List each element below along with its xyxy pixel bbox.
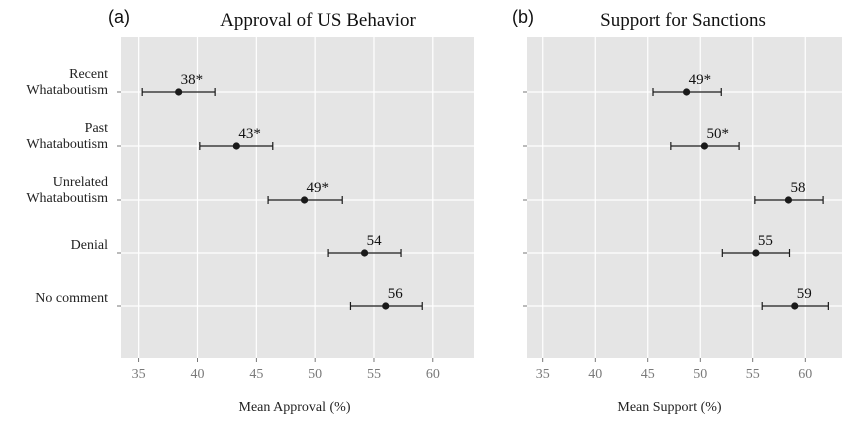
category-label: Denial xyxy=(71,238,108,253)
category-label: Whataboutism xyxy=(26,191,108,206)
x-tick-label: 45 xyxy=(249,367,263,382)
data-label: 59 xyxy=(797,286,812,302)
x-axis-label: Mean Approval (%) xyxy=(239,400,351,415)
category-label: No comment xyxy=(35,291,108,306)
data-point xyxy=(791,302,799,310)
data-label: 50* xyxy=(706,126,729,142)
data-point xyxy=(175,88,183,96)
x-tick-label: 40 xyxy=(588,367,602,382)
data-point xyxy=(700,142,709,150)
x-tick-label: 45 xyxy=(641,367,655,382)
x-tick-label: 50 xyxy=(693,367,707,382)
category-label: Whataboutism xyxy=(26,137,108,152)
data-point xyxy=(360,249,369,257)
data-label: 54 xyxy=(367,233,383,249)
data-point xyxy=(232,142,240,150)
panel-letter: (a) xyxy=(108,7,130,27)
panel-letter: (b) xyxy=(512,7,534,27)
x-tick-label: 55 xyxy=(367,367,381,382)
category-label: Unrelated xyxy=(53,175,108,190)
panel-background xyxy=(527,37,842,358)
data-label: 55 xyxy=(758,233,773,249)
x-tick-label: 55 xyxy=(746,367,760,382)
data-label: 43* xyxy=(238,126,261,142)
x-tick-label: 35 xyxy=(536,367,550,382)
x-tick-label: 50 xyxy=(308,367,322,382)
data-label: 56 xyxy=(388,286,404,302)
panel-title: Support for Sanctions xyxy=(600,10,766,31)
data-label: 38* xyxy=(181,72,204,88)
x-tick-label: 40 xyxy=(190,367,204,382)
data-label: 58 xyxy=(790,180,805,196)
category-label: Recent xyxy=(69,67,108,82)
data-point xyxy=(382,302,390,310)
category-label: Past xyxy=(85,121,108,136)
x-tick-label: 60 xyxy=(798,367,812,382)
data-point xyxy=(683,88,691,96)
panel-a: 35 40 45 50 55 60RecentWhataboutismPastWhatab… xyxy=(26,7,474,415)
category-label: Whataboutism xyxy=(26,83,108,98)
data-point xyxy=(752,249,760,257)
panel-background xyxy=(121,37,474,358)
panel-title: Approval of US Behavior xyxy=(220,10,416,31)
data-point xyxy=(300,196,309,204)
x-tick-label: 35 xyxy=(132,367,146,382)
data-label: 49* xyxy=(689,72,712,88)
data-point xyxy=(784,196,793,204)
panel-b: 35 40 45 50 55 60 49* 50* 58 55 59 Support for Sanc… xyxy=(512,7,842,415)
x-axis-label: Mean Support (%) xyxy=(617,400,722,415)
data-label: 49* xyxy=(307,180,330,196)
x-tick-label: 60 xyxy=(426,367,440,382)
